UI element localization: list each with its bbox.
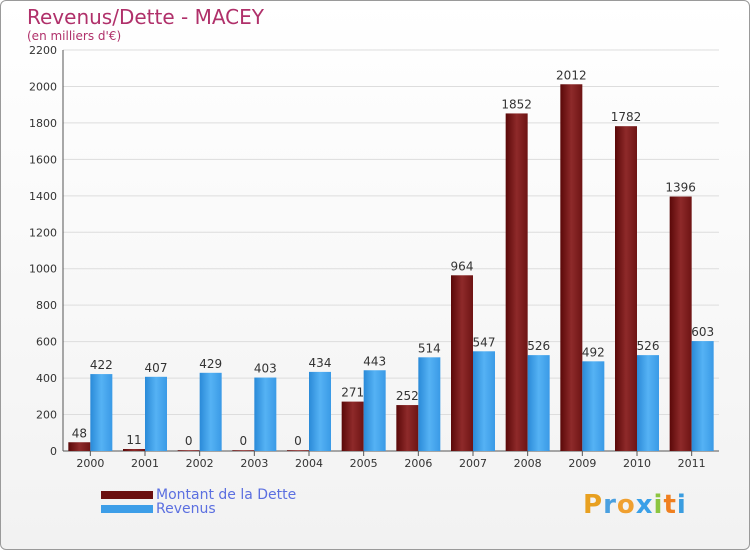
bar-debt [505, 113, 528, 451]
bar-revenue [145, 376, 167, 451]
data-label-revenue: 526 [637, 339, 660, 353]
y-tick-label: 1800 [29, 117, 57, 130]
data-label-revenue: 526 [527, 339, 550, 353]
data-label-debt: 1782 [611, 110, 642, 124]
bar-revenue [90, 374, 113, 451]
data-label-debt: 0 [294, 434, 302, 448]
data-label-debt: 48 [72, 426, 87, 440]
x-tick-label: 2000 [76, 457, 104, 470]
bar-revenue [254, 377, 277, 451]
data-label-revenue: 429 [199, 357, 222, 371]
data-label-debt: 2012 [556, 68, 587, 82]
y-tick-label: 1200 [29, 226, 57, 239]
data-label-revenue: 603 [691, 325, 714, 339]
bar-revenue [527, 355, 550, 451]
y-tick-label: 1400 [29, 190, 57, 203]
logo-letter: P [583, 490, 604, 520]
data-label-revenue: 443 [363, 354, 386, 368]
bar-debt [287, 450, 309, 451]
bar-debt [615, 126, 637, 451]
x-tick-label: 2009 [568, 457, 596, 470]
proxiti-logo: Proxiti [583, 490, 687, 520]
x-tick-label: 2006 [404, 457, 432, 470]
legend-label-revenue: Revenus [156, 501, 216, 517]
y-tick-label: 0 [50, 445, 57, 458]
y-tick-label: 1000 [29, 263, 57, 276]
logo-letter: i [676, 490, 687, 520]
y-tick-label: 1600 [29, 153, 57, 166]
logo-letter: t [663, 490, 677, 520]
bar-debt [341, 401, 364, 451]
x-tick-label: 2008 [514, 457, 542, 470]
data-label-revenue: 407 [145, 361, 168, 375]
data-label-debt: 252 [396, 389, 419, 403]
data-label-revenue: 434 [309, 356, 332, 370]
legend-swatch-debt [101, 491, 153, 499]
y-tick-label: 600 [36, 336, 57, 349]
data-label-debt: 11 [126, 433, 141, 447]
legend-swatch-revenue [101, 505, 153, 513]
bar-debt [396, 405, 419, 451]
y-tick-label: 2000 [29, 80, 57, 93]
bar-debt [560, 84, 583, 451]
data-label-debt: 1396 [665, 181, 696, 195]
bar-revenue [199, 372, 222, 451]
bar-revenue [363, 370, 386, 451]
bar-debt [669, 196, 692, 451]
data-label-revenue: 492 [582, 345, 605, 359]
y-tick-label: 800 [36, 299, 57, 312]
x-tick-label: 2004 [295, 457, 323, 470]
x-tick-label: 2001 [131, 457, 159, 470]
legend-item-debt: Montant de la Dette [101, 487, 296, 503]
data-label-revenue: 514 [418, 341, 441, 355]
legend-label-debt: Montant de la Dette [156, 487, 297, 503]
data-label-revenue: 403 [254, 362, 277, 376]
bar-debt [177, 450, 200, 451]
bar-revenue [309, 371, 331, 451]
chart-subtitle: (en milliers d'€) [27, 29, 122, 43]
data-label-debt: 964 [451, 259, 474, 273]
x-tick-label: 2011 [678, 457, 706, 470]
x-tick-label: 2007 [459, 457, 487, 470]
x-tick-label: 2002 [186, 457, 214, 470]
bar-debt [232, 450, 255, 451]
bar-revenue [637, 355, 659, 451]
bar-revenue [691, 341, 714, 451]
data-label-debt: 0 [185, 434, 193, 448]
logo-letter: i [653, 490, 664, 520]
y-tick-label: 400 [36, 372, 57, 385]
bar-revenue [418, 357, 441, 451]
data-label-debt: 0 [240, 434, 248, 448]
bar-debt [123, 448, 145, 451]
x-tick-label: 2005 [350, 457, 378, 470]
logo-letter: x [635, 490, 654, 520]
bar-debt [68, 442, 91, 451]
data-label-revenue: 547 [473, 335, 496, 349]
logo-letter: o [616, 490, 636, 520]
bar-revenue [582, 361, 605, 451]
x-tick-label: 2003 [240, 457, 268, 470]
x-tick-label: 2010 [623, 457, 651, 470]
bar-debt [451, 275, 473, 451]
legend-item-revenue: Revenus [101, 501, 216, 517]
data-label-debt: 271 [341, 386, 364, 400]
y-tick-label: 200 [36, 409, 57, 422]
data-label-debt: 1852 [501, 97, 532, 111]
data-label-revenue: 422 [90, 358, 113, 372]
bar-revenue [473, 351, 495, 451]
logo-letter: r [603, 490, 617, 520]
y-tick-label: 2200 [29, 44, 57, 57]
chart-title: Revenus/Dette - MACEY [27, 5, 264, 29]
